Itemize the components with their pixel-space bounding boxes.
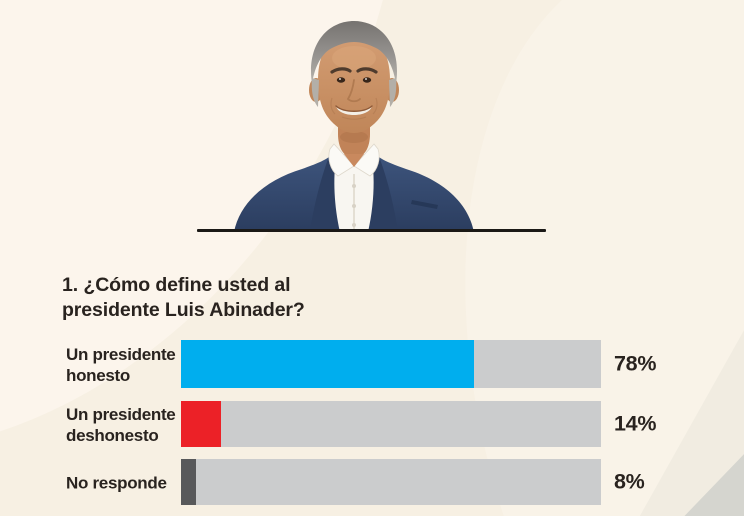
jacket-pocket [411,200,438,209]
shirt-button [352,184,356,188]
eye-glint [339,78,341,80]
photo-underline [197,229,546,232]
eye-left [336,77,346,83]
collar-right [353,143,380,177]
shirt-button [352,223,356,227]
smile-crease-right [372,97,378,115]
nose [346,79,361,103]
lapel-left [310,154,340,232]
eyebrow-right [356,67,378,74]
bar-fill [181,340,475,388]
bar-label: Un presidente honesto [66,344,176,385]
bar-value: 8% [614,469,645,494]
poll-question: 1. ¿Cómo define usted al presidente Luis… [62,274,305,321]
eye-right [362,77,372,83]
forehead-highlight [332,46,376,70]
collar-left [328,143,355,177]
bar-label: Un presidente deshonesto [66,404,176,445]
president-portrait-photo [226,6,482,232]
luis-abinader-portrait [234,21,474,232]
lapel-right [368,154,398,232]
bar-row-deshonesto: Un presidente deshonesto 14% [0,401,744,447]
chest [344,154,364,167]
bar-value: 78% [614,351,657,376]
bar-track [181,340,601,388]
bar-fill [181,401,221,447]
bar-track [181,459,601,505]
bar-value: 14% [614,411,657,436]
bar-row-honesto: Un presidente honesto 78% [0,340,744,388]
sideburn-right [389,78,397,107]
bar-label: No responde [66,473,167,493]
eye-glint [365,78,367,80]
shirt-button [352,204,356,208]
mouth [335,105,373,112]
chin-shadow [340,131,368,143]
bar-track [181,401,601,447]
bar-fill [181,459,197,505]
bar-row-no-responde: No responde 8% [0,459,744,505]
hair [311,21,397,84]
lower-lip [341,116,367,120]
smile-crease-left [330,97,336,115]
eyebrow-left [330,67,352,74]
teeth [336,106,372,115]
sideburn-left [311,78,319,107]
